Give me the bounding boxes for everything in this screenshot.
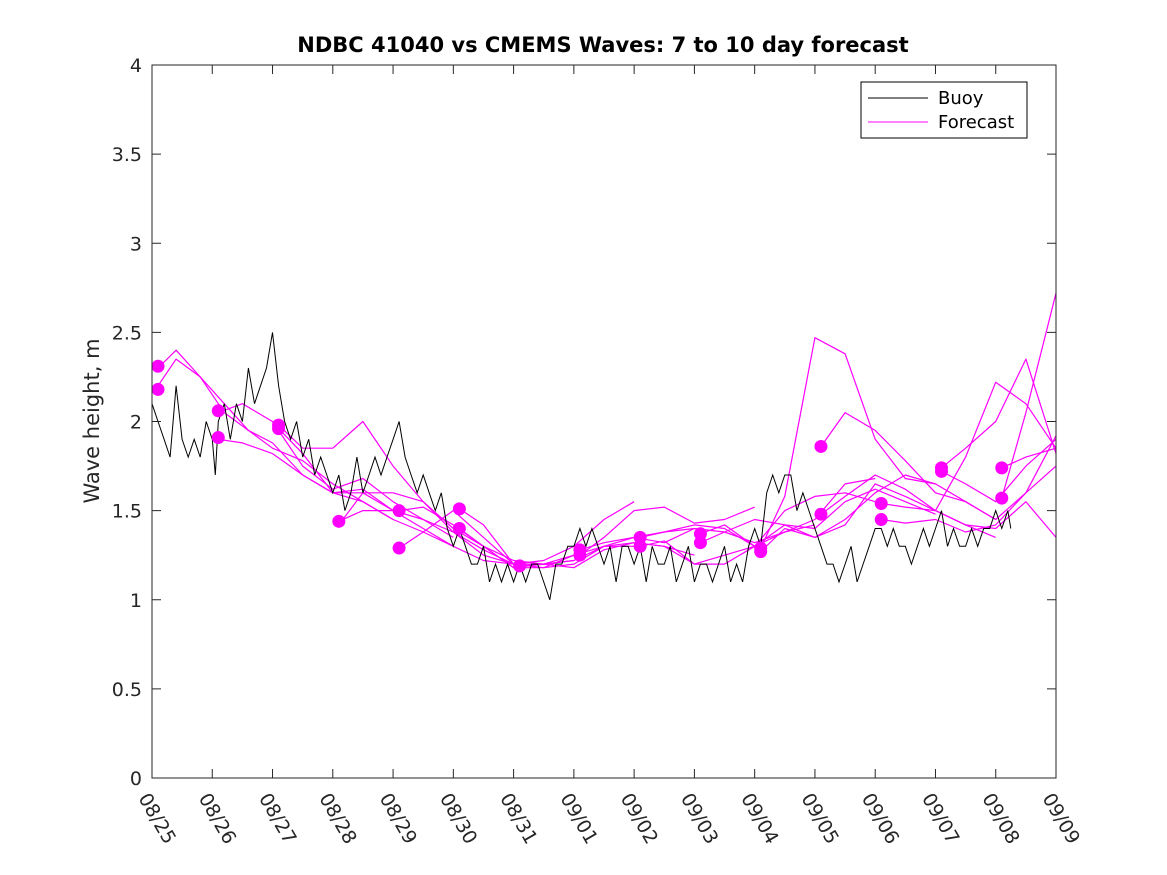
y-tick-label: 2.5 xyxy=(112,322,142,344)
forecast-marker xyxy=(814,439,828,453)
buoy-line xyxy=(151,332,1012,600)
chart-title: NDBC 41040 vs CMEMS Waves: 7 to 10 day f… xyxy=(297,33,908,57)
plot-background xyxy=(152,65,1056,778)
buoy-series-group xyxy=(151,332,1012,600)
forecast-line-26 xyxy=(941,358,1057,469)
y-tick-label: 1.5 xyxy=(112,501,142,523)
forecast-marker xyxy=(874,513,888,527)
forecast-line-28 xyxy=(1001,447,1057,469)
y-tick-label: 0 xyxy=(130,768,142,790)
forecast-marker xyxy=(573,548,587,562)
y-tick-label: 4 xyxy=(130,55,142,77)
forecast-line-20 xyxy=(760,337,997,549)
forecast-marker xyxy=(934,464,948,478)
forecast-marker xyxy=(452,502,466,516)
y-axis-label: Wave height, m xyxy=(80,338,104,503)
y-tick-label: 3.5 xyxy=(112,144,142,166)
forecast-line-27 xyxy=(941,438,1057,503)
forecast-line-5 xyxy=(278,420,514,565)
y-tick-label: 2 xyxy=(130,412,142,434)
forecast-marker xyxy=(814,507,828,521)
forecast-line-14 xyxy=(579,524,816,551)
forecast-marker xyxy=(211,404,225,418)
forecast-marker xyxy=(633,539,647,553)
forecast-line-4 xyxy=(218,403,454,538)
forecast-marker xyxy=(754,545,768,559)
forecast-marker xyxy=(995,491,1009,505)
forecast-marker xyxy=(513,559,527,573)
plot-area xyxy=(152,65,1056,778)
forecast-marker xyxy=(633,530,647,544)
forecast-line-2 xyxy=(157,349,394,512)
forecast-line-29 xyxy=(1001,293,1057,499)
forecast-marker xyxy=(693,536,707,550)
forecast-line-15 xyxy=(579,506,755,556)
forecast-marker xyxy=(211,431,225,445)
forecast-marker xyxy=(995,461,1009,475)
y-tick-label: 0.5 xyxy=(112,679,142,701)
y-tick-label: 3 xyxy=(130,233,142,255)
forecast-markers-group xyxy=(151,359,1009,573)
forecast-marker xyxy=(272,422,286,436)
forecast-marker xyxy=(693,527,707,541)
forecast-marker xyxy=(151,382,165,396)
forecast-marker xyxy=(332,514,346,528)
legend-label-buoy: Buoy xyxy=(938,88,984,109)
legend-box xyxy=(860,81,1028,139)
forecast-line-22 xyxy=(820,412,1057,521)
forecast-line-13 xyxy=(519,542,755,569)
y-tick-label: 1 xyxy=(130,590,142,612)
forecast-line-24 xyxy=(881,381,1057,512)
forecast-line-25 xyxy=(881,465,1057,533)
forecast-marker xyxy=(392,541,406,555)
forecast-marker xyxy=(151,359,165,373)
forecast-marker xyxy=(874,496,888,510)
legend: Buoy Forecast xyxy=(860,81,1028,139)
legend-label-forecast: Forecast xyxy=(938,112,1014,133)
forecast-marker xyxy=(392,504,406,518)
forecast-marker xyxy=(452,521,466,535)
